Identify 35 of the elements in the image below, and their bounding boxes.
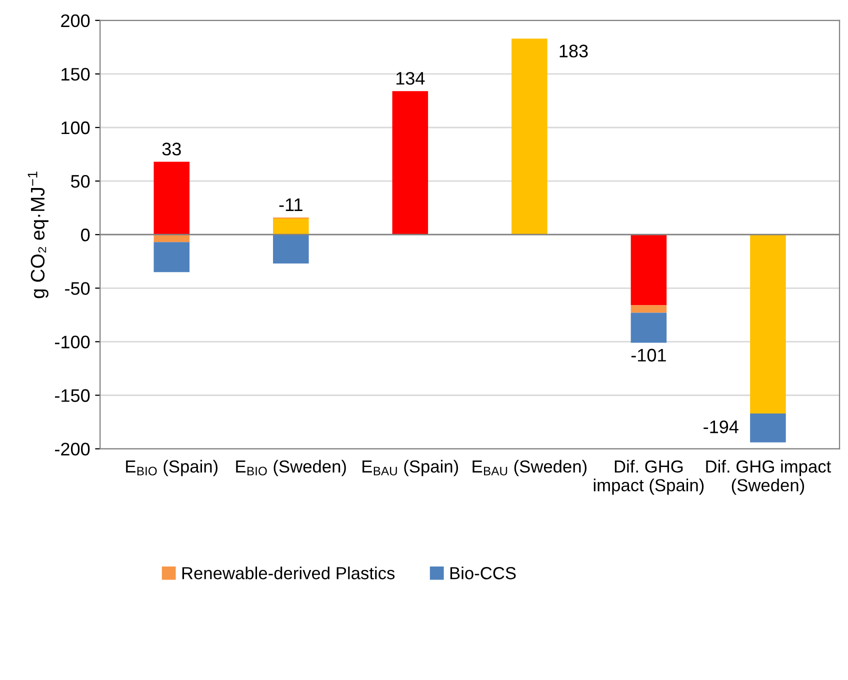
bar [154,242,190,272]
x-tick-label: E$_{BIO}$ (Sweden) [236,460,346,476]
bar [630,234,667,306]
legend-label: Renewable-derived Plastics [182,566,395,580]
x-tick-label: E$_{BIO}$ (Spain) [126,460,218,476]
bar [750,234,786,414]
y-tick-label: -200 [55,442,90,456]
bar [273,234,309,264]
bar [273,218,309,235]
y-axis-title: g CO₂ eq·MJ$^{−1}$ [28,172,48,298]
y-tick-label: -100 [55,336,90,348]
y-tick-label: 100 [62,121,90,134]
x-tick-label: E$_{BAU}$ (Spain) [362,460,458,476]
total-label: -194 [704,420,738,434]
x-tick-label: E$_{BAU}$ (Sweden) [472,460,586,476]
total-label: 183 [560,44,588,58]
total-label: -101 [631,348,666,362]
x-tick-label: Dif. GHG impact (Sweden) [706,460,832,495]
y-tick-label: 50 [70,174,90,188]
y-tick-label: -150 [55,389,90,402]
bar [750,413,786,442]
y-tick-label: 150 [62,68,90,81]
bar [392,91,428,235]
total-label: 33 [162,142,181,156]
bar [630,312,667,343]
total-label: 134 [396,72,425,85]
bar [512,38,548,235]
y-tick-label: 200 [61,14,90,28]
x-tick-label: Dif. GHG impact (Spain) [594,460,704,495]
legend-label: Bio-CCS [450,566,516,580]
bar [630,305,667,313]
total-label: -11 [279,198,302,211]
bar [154,162,190,235]
y-tick-label: -50 [65,282,90,295]
y-tick-label: 0 [81,228,90,242]
